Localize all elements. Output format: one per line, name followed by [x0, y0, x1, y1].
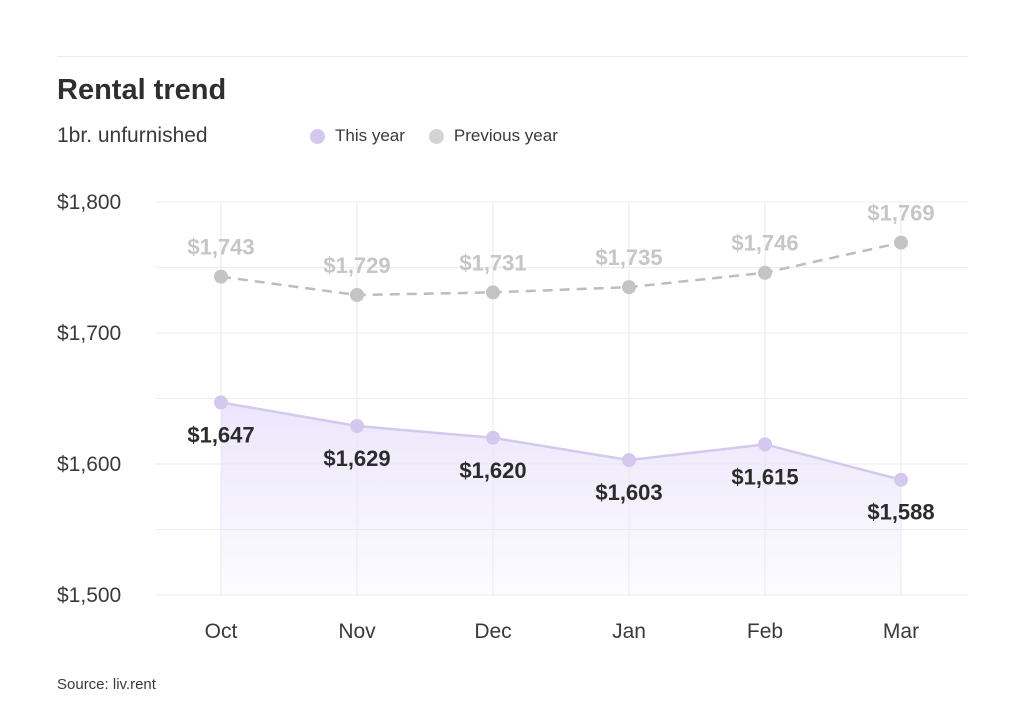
this-year-data-label: $1,588 [867, 500, 934, 525]
source-note: Source: liv.rent [57, 676, 156, 693]
x-tick-label: Nov [338, 620, 376, 643]
previous-year-data-label: $1,735 [595, 245, 662, 270]
previous-year-data-label: $1,746 [731, 231, 798, 256]
x-tick-label: Oct [205, 620, 238, 643]
previous-year-data-label: $1,729 [323, 253, 390, 278]
this-year-data-label: $1,620 [459, 458, 526, 483]
previous-year-data-label: $1,769 [867, 201, 934, 226]
previous-year-point [894, 235, 908, 250]
this-year-point [350, 419, 364, 434]
x-tick-label: Mar [883, 620, 919, 643]
y-tick-label: $1,700 [57, 322, 121, 345]
previous-year-point [622, 280, 636, 295]
previous-year-line [220, 241, 902, 297]
top-divider [57, 56, 968, 57]
legend-item-this-year: This year [310, 126, 405, 146]
legend-label-this-year: This year [335, 126, 405, 145]
previous-year-point [486, 285, 500, 300]
this-year-data-label: $1,647 [187, 422, 254, 447]
legend: This year Previous year [310, 126, 582, 146]
previous-year-point [350, 288, 364, 303]
this-year-point [894, 472, 908, 487]
previous-year-data-label: $1,731 [459, 250, 526, 275]
legend-dot-this-year-icon [310, 128, 325, 144]
previous-year-point [758, 265, 772, 280]
legend-dot-previous-year-icon [428, 128, 444, 144]
this-year-data-label: $1,603 [595, 480, 662, 505]
this-year-data-label: $1,615 [731, 464, 798, 489]
legend-label-previous-year: Previous year [453, 126, 558, 145]
this-year-point [486, 430, 500, 445]
chart-subtitle: 1br. unfurnished [57, 124, 208, 147]
this-year-point [214, 395, 228, 410]
x-tick-label: Feb [747, 620, 783, 643]
y-tick-label: $1,600 [57, 453, 121, 476]
x-tick-label: Jan [612, 620, 646, 643]
previous-year-point [214, 269, 228, 284]
this-year-data-label: $1,629 [323, 446, 390, 471]
this-year-area [221, 402, 901, 595]
this-year-point [758, 437, 772, 452]
previous-year-data-label: $1,743 [187, 235, 254, 260]
chart-title: Rental trend [57, 74, 227, 106]
this-year-line [220, 401, 902, 481]
y-tick-label: $1,500 [57, 584, 121, 607]
this-year-point [622, 453, 636, 468]
y-tick-label: $1,800 [57, 191, 121, 214]
x-tick-label: Dec [474, 620, 511, 643]
legend-item-previous-year: Previous year [428, 126, 558, 146]
